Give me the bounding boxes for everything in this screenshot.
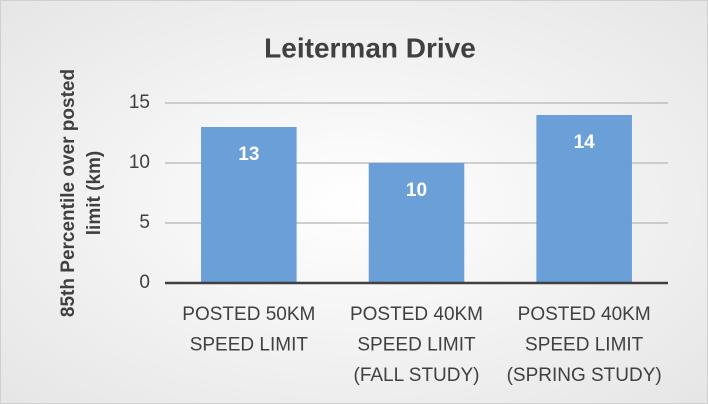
data-label: 10 bbox=[406, 180, 427, 201]
x-tick-label: SPEED LIMIT bbox=[525, 335, 644, 356]
x-tick-label: SPEED LIMIT bbox=[190, 335, 309, 356]
data-label: 14 bbox=[574, 132, 596, 153]
y-tick-label: 10 bbox=[129, 152, 150, 173]
x-tick-label: POSTED 40KM bbox=[350, 304, 483, 325]
y-axis-label-line: 85th Percentile over posted bbox=[58, 69, 79, 317]
bar bbox=[536, 115, 632, 283]
data-label: 13 bbox=[238, 144, 259, 165]
y-axis-label-line: limit (km) bbox=[84, 151, 105, 235]
x-tick-label: (FALL STUDY) bbox=[354, 365, 480, 386]
y-tick-label: 5 bbox=[139, 212, 150, 233]
x-tick-label: POSTED 40KM bbox=[518, 304, 651, 325]
bar bbox=[368, 163, 465, 283]
x-tick-label: SPEED LIMIT bbox=[357, 335, 476, 356]
y-tick-label: 0 bbox=[139, 272, 150, 293]
chart-title: Leiterman Drive bbox=[264, 32, 476, 63]
bar bbox=[201, 127, 297, 283]
y-tick-label: 15 bbox=[129, 92, 150, 113]
y-axis-label: 85th Percentile over posted limit (km) bbox=[58, 69, 105, 317]
x-tick-label: (SPRING STUDY) bbox=[507, 365, 662, 386]
x-tick-label: POSTED 50KM bbox=[182, 304, 315, 325]
